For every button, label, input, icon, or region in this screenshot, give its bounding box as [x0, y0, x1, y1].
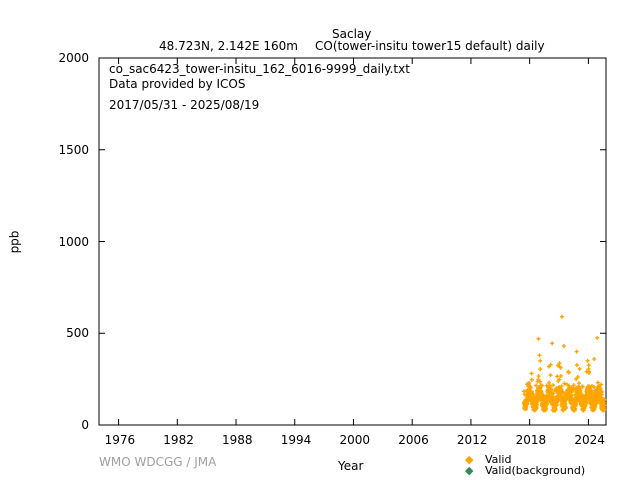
data-point — [569, 392, 574, 397]
data-point — [566, 370, 571, 375]
data-point — [569, 385, 574, 390]
x-tick-label: 2018 — [515, 433, 547, 447]
location-label: 48.723N, 2.142E 160m — [159, 39, 298, 53]
data-point — [536, 374, 541, 379]
plot-frame — [98, 57, 607, 426]
x-tick-label: 1988 — [222, 433, 253, 447]
data-point — [589, 387, 594, 392]
data-point — [548, 362, 553, 367]
x-tick-label: 2006 — [398, 433, 429, 447]
data-point — [529, 377, 534, 382]
data-point — [574, 363, 579, 368]
data-points — [521, 314, 607, 413]
data-point — [558, 365, 563, 370]
y-axis-label: ppb — [7, 230, 22, 254]
y-tick-label: 0 — [81, 418, 89, 432]
x-tick-label: 1994 — [280, 433, 312, 447]
data-point — [579, 392, 584, 397]
species-label: CO(tower-insitu tower15 default) daily — [315, 39, 545, 53]
data-point — [562, 381, 567, 386]
data-point — [580, 384, 585, 389]
data-point — [561, 344, 566, 349]
data-point — [598, 386, 603, 391]
data-point — [586, 363, 591, 368]
data-point — [551, 383, 555, 388]
data-point — [595, 335, 600, 340]
data-point — [563, 405, 568, 410]
data-point — [525, 401, 530, 406]
data-point — [536, 336, 541, 341]
x-tick-label: 2012 — [456, 433, 488, 447]
data-point — [555, 374, 560, 379]
data-point — [586, 369, 591, 374]
y-tick-label: 500 — [66, 326, 89, 341]
legend-item-valid-background: ◆ Valid(background) — [465, 465, 585, 477]
data-point — [534, 383, 539, 388]
watermark: WMO WDCGG / JMA — [99, 455, 217, 469]
x-tick-label: 2000 — [339, 433, 371, 447]
data-point — [591, 385, 596, 390]
legend-label-valid-background: Valid(background) — [484, 464, 586, 477]
legend-marker-valid-background: ◆ — [465, 464, 474, 477]
data-point — [599, 382, 604, 387]
legend-marker-valid: ◆ — [465, 453, 474, 466]
provider-label: Data provided by ICOS — [109, 77, 246, 91]
data-point — [549, 386, 554, 391]
data-point — [537, 379, 542, 384]
data-point — [571, 383, 576, 388]
data-point — [558, 373, 563, 378]
data-point — [551, 391, 556, 396]
data-point — [550, 341, 555, 346]
data-point — [537, 353, 542, 358]
x-tick-label: 2024 — [574, 433, 605, 447]
file-name: co_sac6423_tower-insitu_162_6016-9999_da… — [109, 62, 410, 76]
data-point — [602, 397, 607, 402]
data-point — [574, 349, 579, 354]
station-title: Saclay — [332, 27, 372, 41]
data-point — [575, 375, 580, 380]
data-point — [602, 403, 607, 408]
data-point — [578, 388, 583, 393]
data-point — [557, 361, 562, 366]
data-point — [538, 358, 543, 363]
x-tick-label: 1976 — [104, 433, 136, 447]
data-point — [538, 367, 543, 372]
data-point — [577, 381, 582, 386]
x-axis-label: Year — [338, 459, 364, 473]
data-point — [574, 377, 579, 382]
data-point — [547, 384, 552, 389]
data-point — [584, 399, 589, 404]
data-point — [599, 392, 604, 397]
y-tick-label: 1000 — [58, 234, 89, 249]
data-point — [544, 406, 549, 411]
legend-item-valid: ◆ Valid — [465, 454, 511, 466]
data-point — [529, 371, 534, 376]
data-point — [531, 393, 536, 398]
data-point — [559, 384, 564, 389]
data-point — [540, 383, 545, 388]
legend-label-valid: Valid — [484, 453, 512, 466]
data-point — [557, 377, 562, 382]
x-tick-label: 1982 — [163, 433, 194, 447]
axis-ticks — [99, 57, 606, 426]
data-point — [548, 373, 553, 378]
data-point — [590, 390, 595, 395]
data-point — [602, 407, 607, 412]
period-label: 2017/05/31 - 2025/08/19 — [109, 98, 260, 112]
data-point — [585, 358, 590, 363]
y-tick-label: 1500 — [58, 142, 89, 157]
data-point — [559, 314, 564, 319]
data-point — [553, 406, 558, 411]
data-point — [528, 385, 533, 390]
data-point — [577, 366, 582, 371]
data-point — [595, 380, 600, 385]
y-tick-label: 2000 — [58, 51, 89, 65]
data-point — [592, 356, 597, 361]
data-point — [522, 392, 527, 397]
